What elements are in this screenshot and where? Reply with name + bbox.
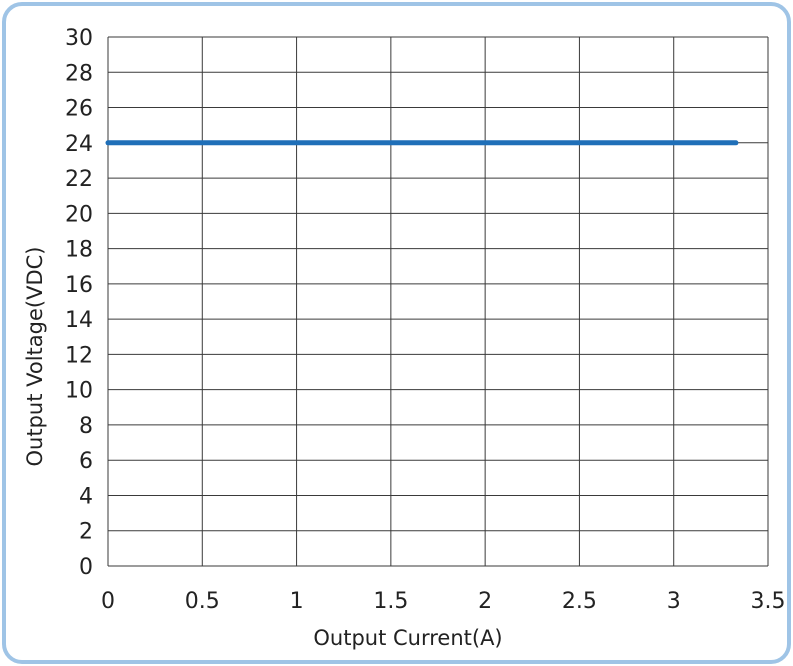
y-tick-label: 2 <box>79 520 93 545</box>
y-tick-label: 30 <box>65 26 93 51</box>
grid <box>107 36 769 567</box>
y-tick-label: 18 <box>65 238 93 263</box>
y-tick-label: 0 <box>79 555 93 580</box>
y-tick-label: 6 <box>79 449 93 474</box>
x-tick-label: 2 <box>478 589 492 614</box>
x-tick-label: 2.5 <box>562 589 597 614</box>
y-tick-label: 10 <box>65 379 93 404</box>
y-tick-label: 14 <box>65 308 93 333</box>
y-tick-label: 8 <box>79 414 93 439</box>
y-axis-title: Output Voltage(VDC) <box>23 247 47 467</box>
x-tick-label: 1.5 <box>373 589 408 614</box>
y-tick-label: 12 <box>65 343 93 368</box>
x-tick-label: 3.5 <box>751 589 786 614</box>
y-tick-label: 24 <box>65 132 93 157</box>
y-tick-label: 20 <box>65 202 93 227</box>
x-tick-label: 1 <box>290 589 304 614</box>
y-tick-label: 16 <box>65 273 93 298</box>
y-tick-label: 28 <box>65 61 93 86</box>
x-tick-label: 0 <box>101 589 115 614</box>
x-axis-title: Output Current(A) <box>313 626 502 650</box>
x-tick-labels: 0 0.5 1 1.5 2 2.5 3 3.5 <box>101 589 786 614</box>
y-tick-label: 4 <box>79 484 93 509</box>
y-tick-label: 26 <box>65 97 93 122</box>
y-tick-label: 22 <box>65 167 93 192</box>
x-tick-label: 0.5 <box>185 589 220 614</box>
x-tick-label: 3 <box>667 589 681 614</box>
